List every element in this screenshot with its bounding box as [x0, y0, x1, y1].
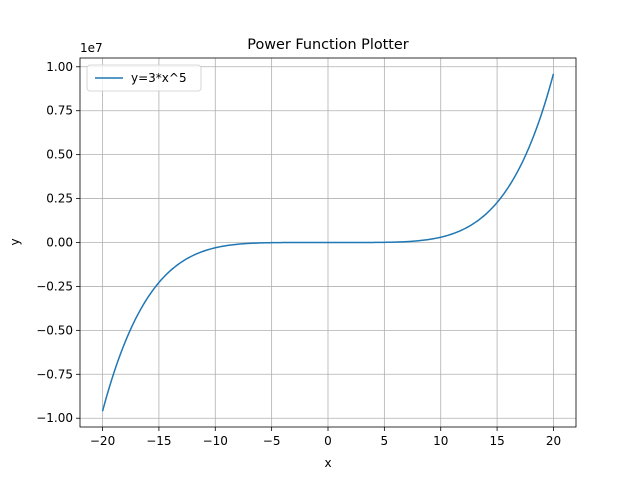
x-tick-label: 15 [489, 434, 504, 448]
y-axis-label: y [8, 238, 22, 245]
y-tick-label: 0.50 [46, 148, 73, 162]
y-axis-offset-label: 1e7 [80, 41, 103, 55]
x-tick-label: −10 [203, 434, 228, 448]
legend-box [86, 64, 202, 92]
x-tick-label: 0 [324, 434, 332, 448]
x-axis-ticks: −20 −15 −10 −5 0 5 10 15 20 [90, 427, 561, 448]
y-tick-label: 0.25 [46, 192, 73, 206]
y-tick-label: −0.25 [36, 279, 73, 293]
y-tick-label: 1.00 [46, 60, 73, 74]
chart-title: Power Function Plotter [247, 37, 408, 53]
y-axis-ticks: −1.00 −0.75 −0.50 −0.25 0.00 0.25 0.50 0.75 1.00 [36, 60, 80, 425]
legend: y=3*x^5 [86, 64, 202, 92]
x-tick-label: 20 [546, 434, 561, 448]
x-tick-label: 10 [433, 434, 448, 448]
x-tick-label: −20 [90, 434, 115, 448]
x-tick-label: 5 [381, 434, 389, 448]
x-axis-label: x [324, 456, 331, 470]
y-tick-label: 0.75 [46, 104, 73, 118]
x-tick-label: −5 [263, 434, 281, 448]
y-tick-label: −0.50 [36, 323, 73, 337]
x-tick-label: −15 [146, 434, 171, 448]
y-tick-label: 0.00 [46, 236, 73, 250]
legend-label: y=3*x^5 [131, 71, 187, 85]
y-tick-label: −1.00 [36, 411, 73, 425]
series-line-y=3*x^5 [101, 73, 555, 412]
y-tick-label: −0.75 [36, 367, 73, 381]
